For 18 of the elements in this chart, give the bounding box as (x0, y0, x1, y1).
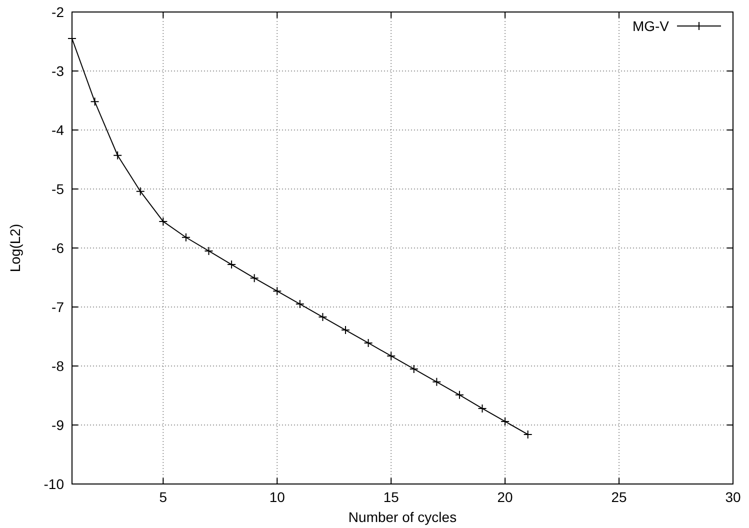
y-tick-label: -4 (52, 122, 64, 138)
y-axis-title: Log(L2) (7, 224, 23, 272)
y-tick-label: -8 (52, 358, 64, 374)
y-tick-label: -2 (52, 4, 64, 20)
x-tick-label: 20 (497, 489, 514, 505)
x-tick-label: 10 (269, 489, 286, 505)
y-tick-label: -3 (52, 62, 64, 79)
x-tick-label: 5 (159, 489, 168, 505)
y-tick-label: -5 (52, 180, 64, 197)
y-tick-label: -9 (52, 416, 64, 433)
x-tick-label: 15 (383, 489, 400, 505)
y-tick-label: -10 (44, 476, 64, 492)
legend-label: MG-V (632, 18, 670, 34)
x-axis-title: Number of cycles (348, 509, 457, 525)
x-tick-label: 30 (725, 489, 741, 505)
x-tick-label: 25 (611, 489, 628, 505)
y-tick-label: -7 (52, 298, 64, 315)
y-tick-label: -6 (52, 240, 64, 256)
